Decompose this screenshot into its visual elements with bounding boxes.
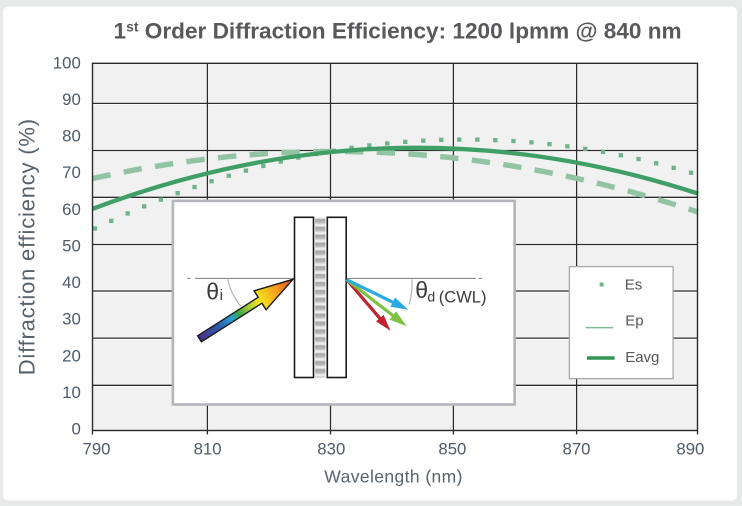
svg-text:890: 890	[676, 440, 704, 459]
svg-text:70: 70	[62, 163, 81, 182]
svg-text:10: 10	[62, 383, 81, 402]
svg-text:(CWL): (CWL)	[439, 288, 487, 306]
svg-text:30: 30	[62, 310, 81, 329]
svg-text:20: 20	[62, 346, 81, 365]
svg-text:0: 0	[71, 420, 80, 439]
svg-text:850: 850	[438, 440, 466, 459]
svg-text:50: 50	[62, 237, 81, 256]
svg-text:60: 60	[62, 200, 81, 219]
svg-text:90: 90	[62, 90, 81, 109]
svg-text:80: 80	[62, 127, 81, 146]
svg-text:870: 870	[563, 440, 591, 459]
svg-text:40: 40	[62, 273, 81, 292]
svg-text:θ: θ	[415, 277, 428, 303]
svg-text:Ep: Ep	[625, 313, 643, 330]
svg-text:Eavg: Eavg	[625, 349, 659, 366]
svg-text:100: 100	[53, 53, 81, 72]
svg-text:Diffraction efficiency (%): Diffraction efficiency (%)	[14, 118, 39, 375]
svg-text:i: i	[220, 287, 223, 304]
svg-text:θ: θ	[206, 279, 219, 305]
svg-text:830: 830	[317, 440, 345, 459]
svg-text:790: 790	[83, 440, 111, 459]
svg-text:810: 810	[194, 440, 222, 459]
svg-text:Wavelength (nm): Wavelength (nm)	[324, 467, 463, 487]
svg-text:1st Order Diffraction Efficien: 1st Order Diffraction Efficiency: 1200 l…	[114, 18, 682, 43]
svg-text:Es: Es	[625, 276, 643, 293]
svg-text:d: d	[427, 288, 435, 304]
